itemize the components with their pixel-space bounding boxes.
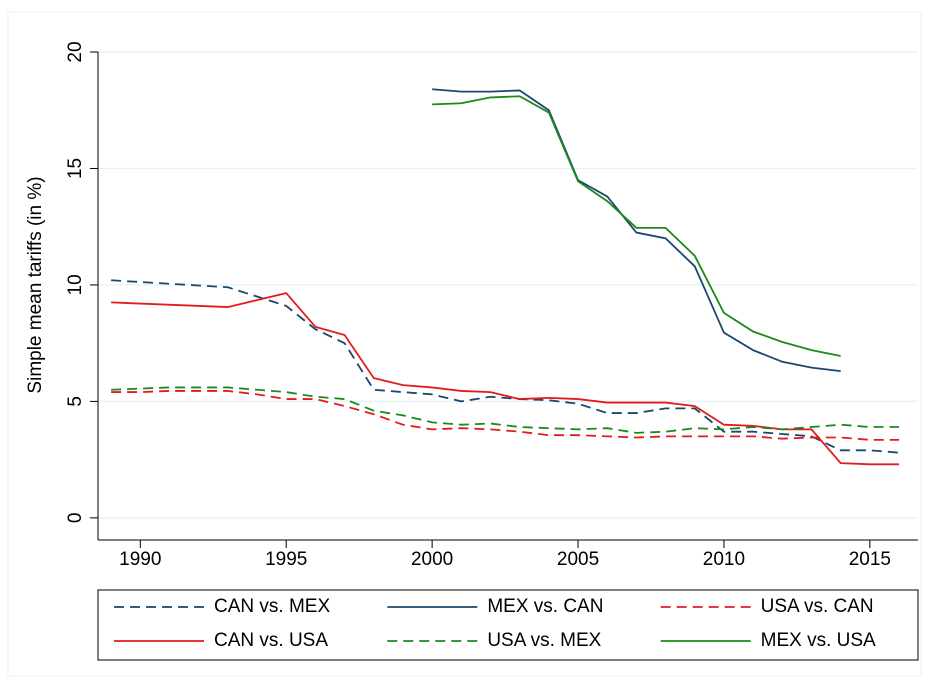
legend-box [97, 589, 919, 661]
x-tick-label: 1990 [119, 549, 161, 570]
y-tick-label: 20 [65, 41, 86, 62]
x-tick-label: 2015 [849, 549, 891, 570]
series-line [111, 390, 900, 441]
y-tick-label: 10 [65, 274, 86, 295]
x-tick-label: 2010 [703, 549, 745, 570]
series-line [111, 386, 900, 434]
y-tick-label: 15 [65, 158, 86, 179]
y-axis-label: Simple mean tariffs (in %) [25, 176, 46, 393]
legend-label: CAN vs. USA [214, 630, 328, 651]
x-tick-label: 1995 [265, 549, 307, 570]
x-tick-label: 2005 [557, 549, 599, 570]
series-line [432, 95, 841, 357]
y-tick-label: 0 [65, 513, 86, 524]
series-line [111, 279, 900, 454]
legend-label: USA vs. MEX [487, 630, 601, 651]
y-tick-label: 5 [65, 396, 86, 407]
x-tick-label: 2000 [411, 549, 453, 570]
legend-label: MEX vs. CAN [487, 596, 603, 617]
frame [7, 11, 922, 677]
series-line [432, 88, 841, 373]
legend-label: USA vs. CAN [761, 596, 874, 617]
legend-label: CAN vs. MEX [214, 596, 330, 617]
legend-label: MEX vs. USA [761, 630, 876, 651]
